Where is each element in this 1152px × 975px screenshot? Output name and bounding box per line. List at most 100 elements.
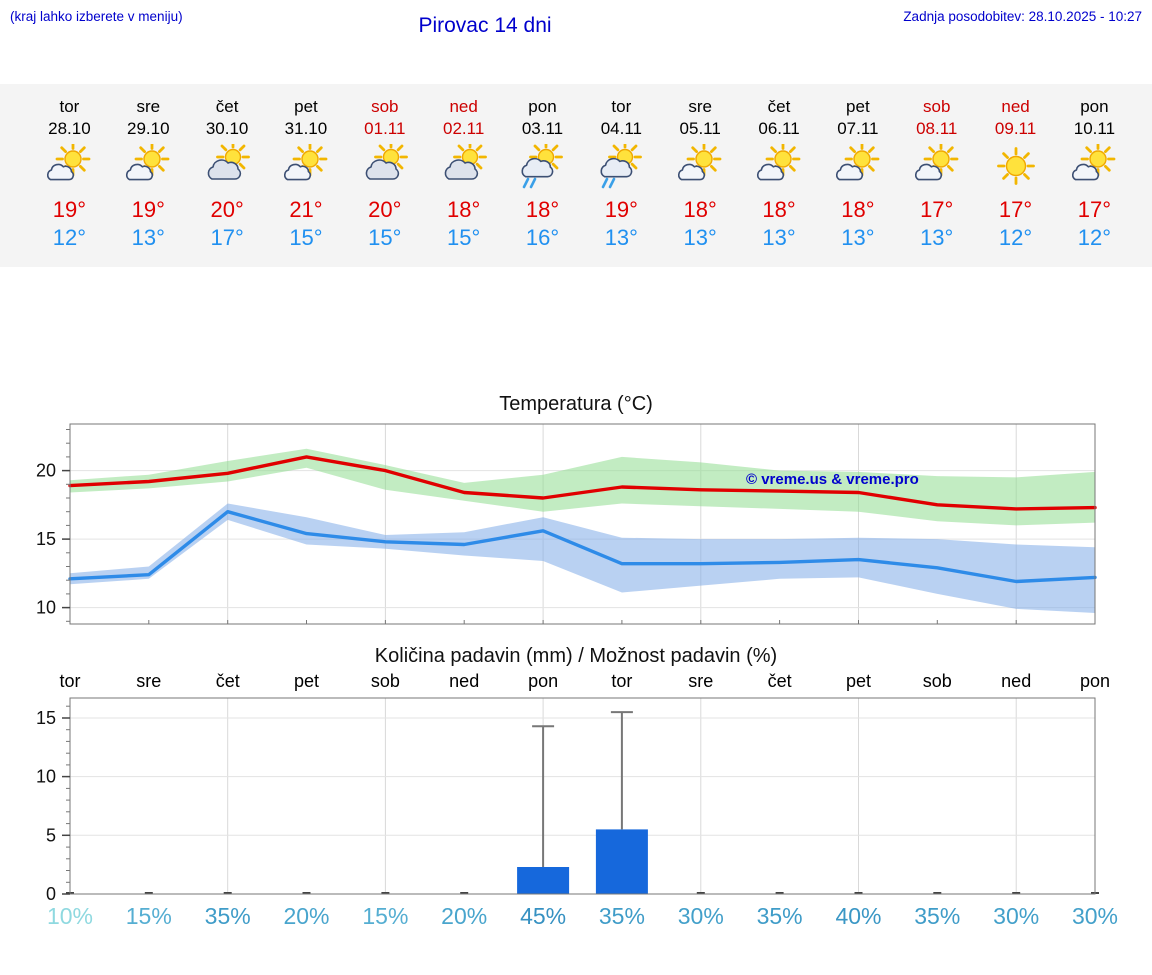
svg-text:sob: sob xyxy=(923,671,952,691)
forecast-day[interactable]: pet 31.10 21° 15° xyxy=(267,96,346,251)
precip-probability: 35% xyxy=(757,903,803,929)
day-date: 06.11 xyxy=(758,119,800,139)
day-date: 09.11 xyxy=(994,119,1037,139)
forecast-day[interactable]: tor 04.11 19° 13° xyxy=(582,96,661,251)
watermark: © vreme.us & vreme.pro xyxy=(746,471,919,488)
high-temp: 18° xyxy=(447,197,481,223)
forecast-day[interactable]: pon 03.11 18° 16° xyxy=(503,96,582,251)
day-name: sre xyxy=(136,97,161,116)
precip-probability: 15% xyxy=(362,903,408,929)
weather-icon-cloud-sun xyxy=(345,140,424,192)
high-temp: 17° xyxy=(998,197,1033,223)
day-date: 04.11 xyxy=(600,119,642,139)
svg-text:pon: pon xyxy=(1080,671,1110,691)
weather-icon-sun-cloud xyxy=(897,141,976,192)
high-temp: 17° xyxy=(1077,197,1112,223)
day-date: 31.10 xyxy=(284,119,328,139)
high-temp: 18° xyxy=(841,197,875,223)
low-temp: 15° xyxy=(289,224,323,250)
precip-probability: 20% xyxy=(441,903,487,929)
day-name: sre xyxy=(688,97,712,116)
menu-hint: (kraj lahko izberete v meniju) xyxy=(10,9,183,24)
precip-probability: 35% xyxy=(599,903,645,929)
day-name: ned xyxy=(1001,97,1030,116)
weather-icon-sun-cloud xyxy=(267,141,346,192)
high-temp: 20° xyxy=(210,197,244,223)
forecast-day[interactable]: čet 06.11 18° 13° xyxy=(740,96,819,251)
forecast-day[interactable]: pet 07.11 18° 13° xyxy=(818,96,897,251)
high-temp: 19° xyxy=(604,197,638,223)
precipitation-chart: tor sre čet pet sob ned pon tor sre čet pet sob ned p… xyxy=(36,671,1118,929)
day-name: sob xyxy=(371,97,399,116)
page-title: Pirovac 14 dni xyxy=(418,14,552,37)
high-temp: 18° xyxy=(762,197,796,223)
low-temp: 16° xyxy=(525,224,560,250)
day-name: pet xyxy=(846,97,870,116)
precip-probability: 30% xyxy=(1072,903,1118,929)
high-temp: 18° xyxy=(683,197,717,223)
svg-text:čet: čet xyxy=(768,671,792,691)
high-temp: 21° xyxy=(289,197,323,223)
precip-probability: 10% xyxy=(47,903,93,929)
svg-text:čet: čet xyxy=(216,671,240,691)
svg-text:pon: pon xyxy=(528,671,558,691)
day-date: 01.11 xyxy=(364,119,406,139)
low-temp: 12° xyxy=(1077,224,1112,250)
day-date: 02.11 xyxy=(443,119,485,139)
weather-icon-sun-cloud xyxy=(1055,141,1134,192)
forecast-day[interactable]: sob 01.11 20° 15° xyxy=(345,96,424,251)
svg-text:sre: sre xyxy=(688,671,713,691)
weather-icon-sun-cloud xyxy=(109,141,188,192)
forecast-day[interactable]: sre 05.11 18° 13° xyxy=(661,96,740,251)
day-date: 29.10 xyxy=(126,119,170,139)
day-name: pon xyxy=(528,97,557,116)
weather-icon-sun-cloud xyxy=(661,141,740,192)
weather-icon-sun-cloud-rain xyxy=(582,140,661,192)
low-temp: 12° xyxy=(998,224,1033,250)
low-temp: 13° xyxy=(841,224,875,250)
forecast-day[interactable]: ned 02.11 18° 15° xyxy=(424,96,503,251)
day-name: čet xyxy=(215,97,239,116)
low-temp: 15° xyxy=(447,224,481,250)
svg-text:10: 10 xyxy=(36,767,56,787)
day-name: sob xyxy=(922,97,951,116)
day-name: ned xyxy=(449,97,478,116)
forecast-day[interactable]: pon 10.11 17° 12° xyxy=(1055,96,1134,251)
low-temp: 13° xyxy=(920,224,954,250)
forecast-day[interactable]: sre 29.10 19° 13° xyxy=(109,96,188,251)
low-temp: 13° xyxy=(683,224,717,250)
day-name: pet xyxy=(294,97,318,116)
svg-text:sre: sre xyxy=(136,671,161,691)
weather-page: (kraj lahko izberete v meniju) Pirovac 1… xyxy=(0,0,1152,929)
day-date: 08.11 xyxy=(916,119,958,139)
day-date: 10.11 xyxy=(1073,119,1116,139)
svg-text:15: 15 xyxy=(36,529,56,549)
precip-probability: 20% xyxy=(283,903,329,929)
last-update: Zadnja posodobitev: 28.10.2025 - 10:27 xyxy=(903,9,1142,24)
svg-text:ned: ned xyxy=(1001,671,1031,691)
precip-probability: 30% xyxy=(678,903,724,929)
high-temp: 19° xyxy=(52,197,87,223)
forecast-day[interactable]: čet 30.10 20° 17° xyxy=(188,96,267,251)
low-temp: 13° xyxy=(131,224,165,250)
forecast-day[interactable]: sob 08.11 17° 13° xyxy=(897,96,976,251)
page-header: (kraj lahko izberete v meniju) Pirovac 1… xyxy=(0,0,1152,40)
svg-text:tor: tor xyxy=(611,671,632,691)
svg-text:5: 5 xyxy=(46,825,56,845)
weather-icon-cloud-sun xyxy=(188,140,267,192)
svg-text:20: 20 xyxy=(36,461,56,481)
forecast-day[interactable]: tor 28.10 19° 12° xyxy=(30,96,109,251)
day-name: tor xyxy=(59,97,80,116)
svg-text:0: 0 xyxy=(46,884,56,904)
low-temp: 12° xyxy=(52,224,87,250)
forecast-strip: tor 28.10 19° 12° sre 29.10 19° 13° čet 30.10 20° 1… xyxy=(0,84,1152,268)
temperature-chart: 10 15 20 © vreme.us & vreme.pro xyxy=(36,423,1097,625)
low-temp: 17° xyxy=(210,224,244,250)
svg-text:10: 10 xyxy=(36,598,56,618)
svg-text:ned: ned xyxy=(449,671,479,691)
forecast-day[interactable]: ned 09.11 17° 12° xyxy=(976,96,1055,251)
precip-probability: 45% xyxy=(520,903,566,929)
low-temp: 13° xyxy=(762,224,796,250)
day-date: 30.10 xyxy=(205,119,249,139)
day-name: pon xyxy=(1080,97,1109,116)
